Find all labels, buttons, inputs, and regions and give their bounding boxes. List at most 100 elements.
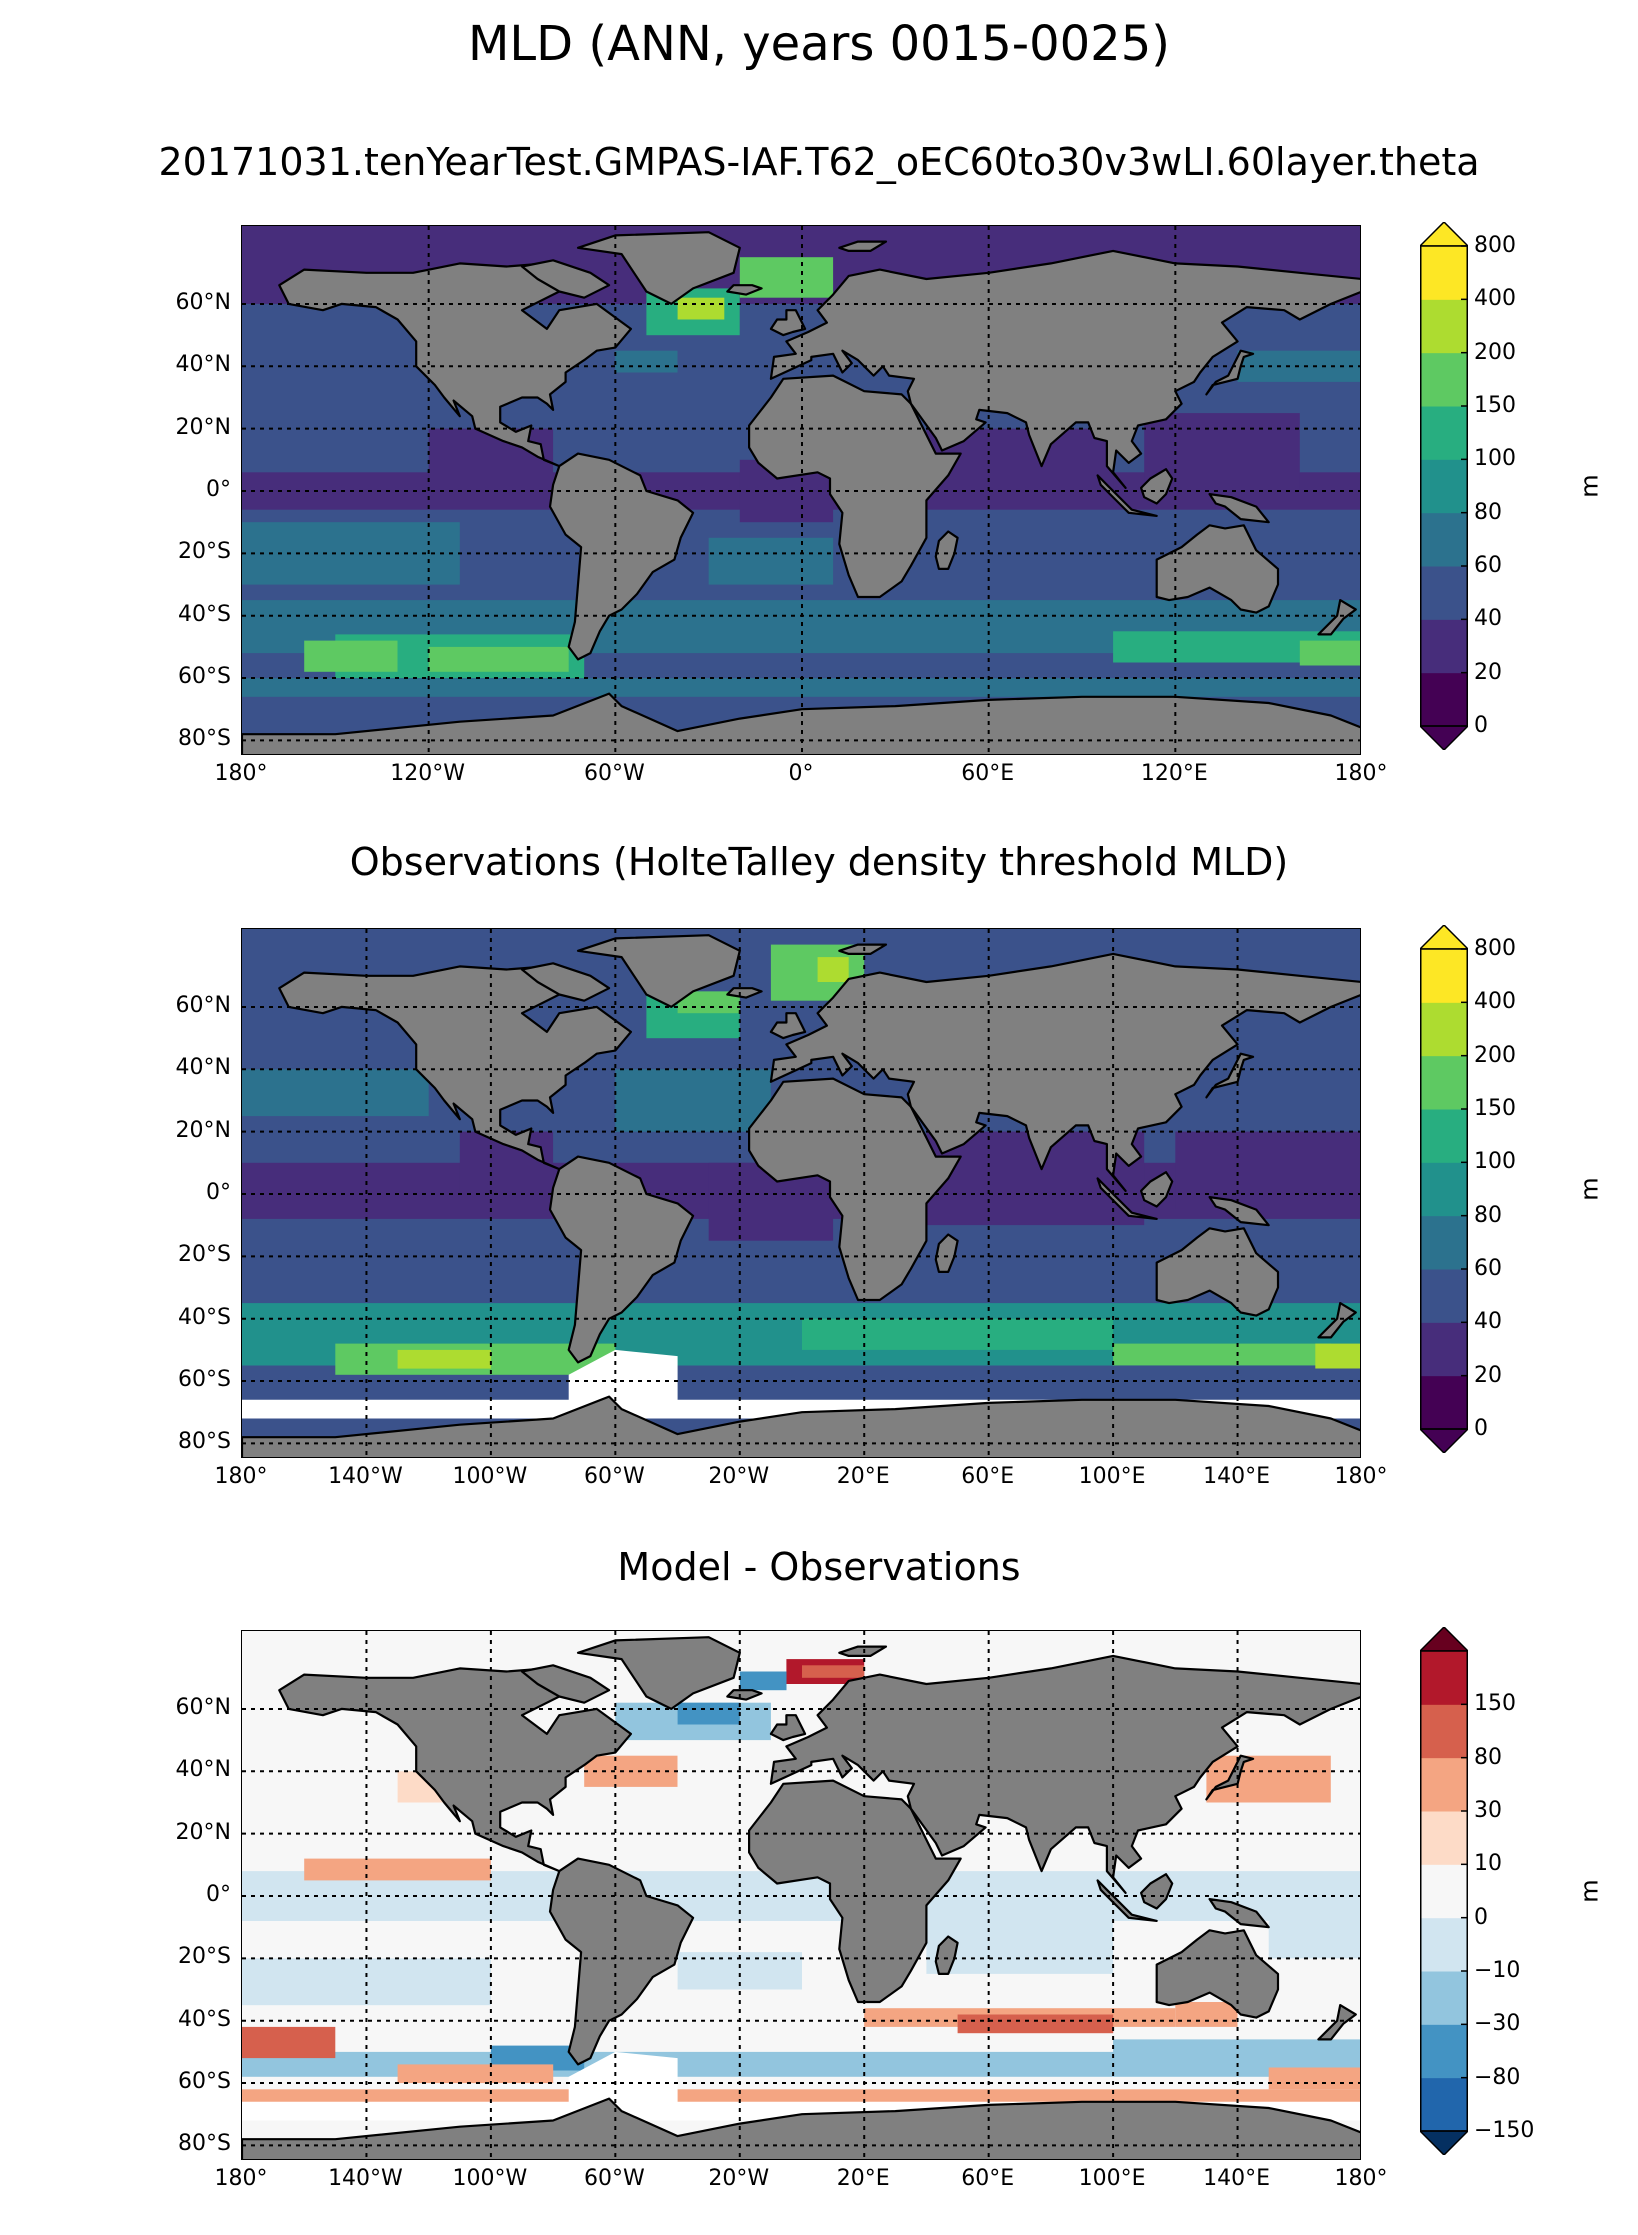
colorbar-tick-label: 60	[1474, 553, 1502, 578]
map-svg	[242, 1631, 1360, 2159]
land-iceland	[726, 284, 763, 296]
x-tick-label: 100°W	[452, 2166, 528, 2191]
x-tick-label: 20°E	[836, 2166, 890, 2191]
colorbar-tick-label: 10	[1474, 1851, 1502, 1877]
y-tick-label: 60°S	[178, 2069, 231, 2095]
colorbar-tick-label: 40	[1474, 606, 1502, 632]
x-tick-label: 60°E	[961, 2166, 1015, 2191]
x-tick-label: 60°E	[961, 1464, 1015, 1489]
x-tick-label: 180°	[1334, 2166, 1388, 2191]
colorbar-extend-max	[1420, 1627, 1468, 1652]
colorbar-tick-label: 100	[1474, 446, 1516, 472]
colorbar-tick-label: 60	[1474, 1256, 1502, 1281]
colorbar-svg	[1420, 925, 1468, 1453]
land-new-guinea	[1208, 1898, 1270, 1929]
colorbar-tick-label: −30	[1474, 2011, 1521, 2037]
field-band	[615, 350, 678, 373]
colorbar-tick-label: 150	[1474, 393, 1516, 418]
field-band	[1268, 1911, 1360, 1959]
panel-1-title: 20171031.tenYearTest.GMPAS-IAF.T62_oEC60…	[158, 140, 1480, 184]
y-tick-label: 0°	[206, 1882, 231, 1907]
land-svalbard	[838, 943, 888, 955]
panel-3-colorbar	[1420, 1627, 1468, 2155]
y-tick-label: 80°S	[178, 2131, 231, 2157]
land-africa	[748, 1077, 962, 1302]
colorbar-level	[1420, 246, 1468, 300]
x-tick-label: 180°	[214, 1464, 268, 1489]
field-band	[615, 1069, 771, 1132]
land-borneo-new-guinea	[1139, 1171, 1174, 1208]
x-tick-label: 180°	[1334, 1464, 1388, 1489]
colorbar-level	[1420, 1375, 1468, 1430]
colorbar-level	[1420, 1109, 1468, 1163]
land-north-america	[278, 262, 632, 468]
land-japan	[1205, 1754, 1255, 1801]
land-south-america	[548, 452, 695, 661]
colorbar-level	[1420, 566, 1468, 620]
land-sumatra-java	[1096, 474, 1158, 517]
x-tick-label: 140°W	[328, 2166, 403, 2191]
land-australia	[1155, 524, 1280, 614]
field-band	[1175, 1131, 1360, 1210]
colorbar-tick-label: 150	[1474, 1096, 1516, 1121]
colorbar-level	[1420, 459, 1468, 514]
y-tick-label: 20°N	[175, 1117, 231, 1143]
y-tick-label: 60°S	[178, 664, 231, 690]
y-tick-label: 40°N	[175, 352, 231, 378]
y-tick-label: 40°S	[178, 1304, 231, 1330]
panel-3-map	[241, 1630, 1361, 2160]
field-band	[1299, 640, 1360, 666]
colorbar-level	[1420, 512, 1468, 567]
colorbar-tick-label: 400	[1474, 286, 1516, 312]
panel-1-map	[241, 225, 1361, 755]
colorbar-level	[1420, 672, 1468, 727]
field-band	[304, 1858, 491, 1881]
field-band	[1175, 2002, 1238, 2027]
x-tick-label: 180°	[1334, 761, 1388, 786]
y-tick-label: 40°N	[175, 1055, 231, 1081]
field-band	[677, 1702, 740, 1725]
land-greenland	[576, 934, 741, 1009]
land-borneo-new-guinea	[1139, 468, 1174, 505]
colorbar-tick-label: 100	[1474, 1149, 1516, 1175]
field-band	[397, 2064, 554, 2084]
y-tick-label: 60°N	[175, 992, 231, 1018]
field-band	[708, 537, 834, 585]
colorbar-level	[1420, 1917, 1468, 1972]
x-tick-label: 60°W	[583, 761, 645, 786]
land-borneo-new-guinea	[1139, 1873, 1174, 1910]
colorbar-unit-label: m	[1575, 1177, 1604, 1201]
land-new-guinea	[1208, 1196, 1270, 1227]
colorbar-tick-label: 0	[1474, 713, 1488, 738]
colorbar-level	[1420, 1651, 1468, 1705]
land-north-america	[278, 965, 632, 1171]
colorbar-extend-min	[1420, 2130, 1468, 2155]
colorbar-level	[1420, 619, 1468, 674]
land-south-america	[548, 1857, 695, 2066]
x-tick-label: 120°E	[1140, 761, 1208, 786]
x-tick-label: 180°	[214, 761, 268, 786]
colorbar-level	[1420, 1864, 1468, 1919]
panel-2-map	[241, 928, 1361, 1458]
colorbar-tick-label: 200	[1474, 1042, 1516, 1068]
colorbar-level	[1420, 1002, 1468, 1057]
map-svg	[242, 929, 1360, 1457]
field-band	[428, 646, 569, 672]
land-south-america	[548, 1155, 695, 1364]
colorbar-extend-max	[1420, 222, 1468, 247]
x-tick-label: 140°E	[1203, 1464, 1270, 1489]
colorbar-level	[1420, 2077, 1468, 2132]
map-svg	[242, 226, 1360, 754]
colorbar-level	[1420, 1322, 1468, 1377]
land-british-isles	[769, 309, 807, 337]
land-baffin	[520, 962, 611, 1002]
colorbar-level	[1420, 1704, 1468, 1759]
land-greenland	[576, 231, 741, 306]
x-tick-label: 60°W	[583, 2166, 645, 2191]
colorbar-level	[1420, 1757, 1468, 1812]
land-africa	[748, 1779, 962, 2004]
y-tick-label: 40°N	[175, 1757, 231, 1783]
land-svalbard	[838, 240, 888, 252]
colorbar-tick-label: 150	[1474, 1691, 1516, 1717]
colorbar-tick-label: −150	[1474, 2118, 1535, 2143]
